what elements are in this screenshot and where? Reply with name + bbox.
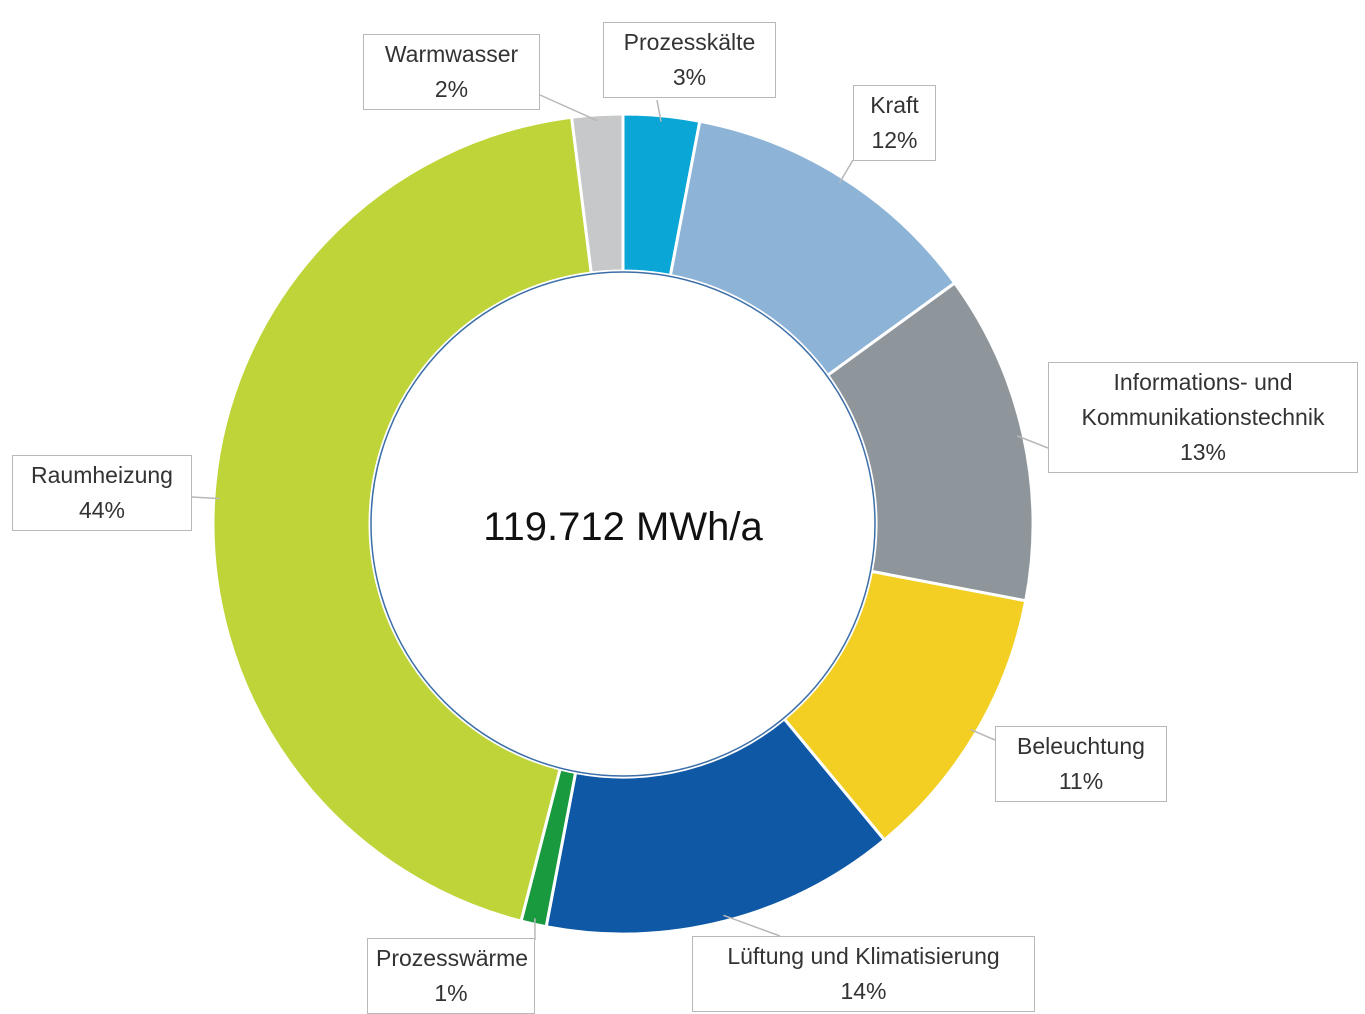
leader-line [191, 496, 220, 500]
value-label: 44% [78, 497, 126, 523]
data-label: Informations- und Kommunikationstechnik 1… [1048, 362, 1358, 473]
data-label: Warmwasser 2% [363, 34, 540, 110]
donut-segment [544, 716, 887, 936]
leader-line [838, 159, 854, 184]
data-label: Prozesskälte 3% [603, 22, 776, 98]
value-label: 13% [1179, 439, 1227, 465]
category-label: Prozesskälte [623, 29, 756, 55]
category-label: Lüftung und Klimatisierung [727, 943, 1000, 969]
value-label: 12% [871, 127, 918, 153]
value-label: 2% [434, 76, 469, 102]
center-label: 119.712 MWh/a [483, 505, 763, 549]
leader-line [539, 94, 598, 122]
leader-line [656, 99, 662, 122]
category-label: Raumheizung [31, 462, 173, 488]
value-label: 14% [840, 978, 887, 1004]
value-label: 3% [672, 64, 707, 90]
value-label: 11% [1058, 768, 1104, 794]
data-label: Beleuchtung 11% [995, 726, 1167, 802]
donut-segment [569, 112, 625, 275]
leader-line [970, 728, 996, 741]
category-label: Informations- und Kommunikationstechnik [1081, 369, 1325, 430]
category-label: Kraft [870, 92, 919, 118]
leader-line [1016, 435, 1049, 449]
category-label: Warmwasser [384, 41, 519, 67]
data-label: Kraft 12% [853, 85, 936, 161]
leader-line [723, 914, 781, 937]
category-label: Prozesswärme [376, 945, 529, 971]
donut-segment [211, 115, 593, 923]
data-label: Lüftung und Klimatisierung 14% [692, 936, 1035, 1012]
inner-outline [370, 271, 876, 777]
data-label: Raumheizung 44% [12, 455, 192, 531]
data-label: Prozesswärme 1% [367, 938, 535, 1014]
value-label: 1% [434, 980, 468, 1006]
category-label: Beleuchtung [1017, 733, 1145, 759]
